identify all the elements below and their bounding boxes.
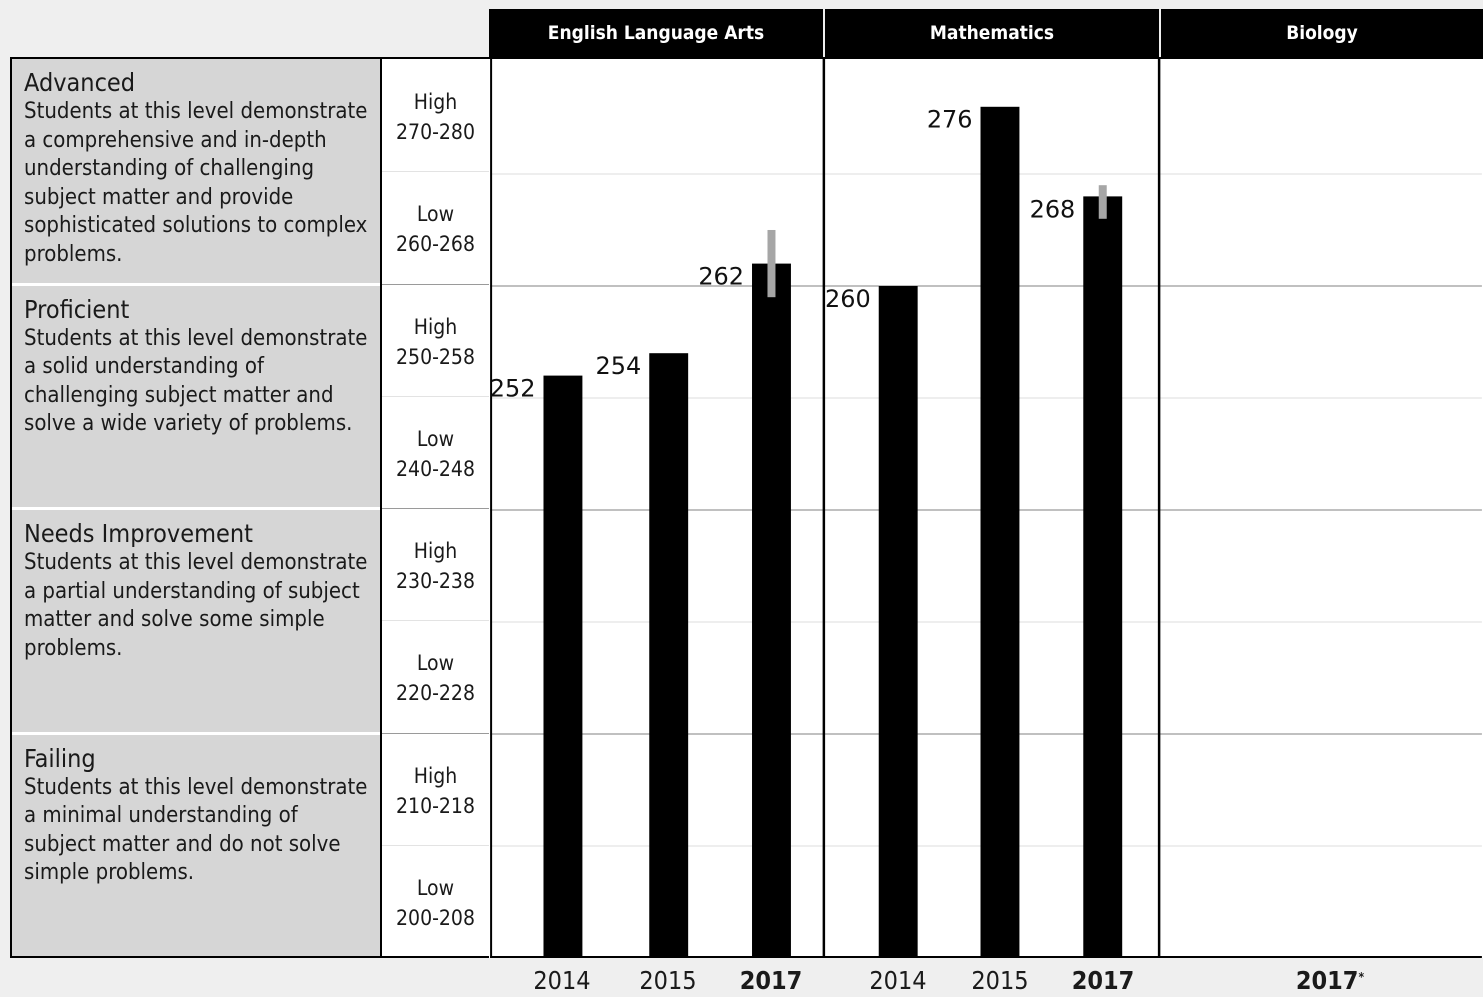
bar-english-language-arts-2015: [649, 353, 688, 958]
score-band: High 270-280: [382, 87, 489, 147]
score-band-label: Low: [382, 424, 489, 454]
achievement-level-name: Advanced: [24, 69, 372, 96]
score-band-range: 260-268: [382, 229, 489, 259]
score-band-range: 240-248: [382, 454, 489, 484]
x-tick-label-text: 2014: [533, 966, 590, 995]
x-tick-label: 2017*: [1290, 965, 1370, 997]
x-tick-label: 2017: [1063, 965, 1143, 997]
score-band: Low 260-268: [382, 199, 489, 259]
value-label: 268: [1030, 195, 1076, 223]
achievement-level-name: Needs Improvement: [24, 520, 372, 547]
score-band: Low 240-248: [382, 424, 489, 484]
score-band-range: 220-228: [382, 678, 489, 708]
x-tick-label: 2017: [731, 965, 811, 997]
score-band-range: 270-280: [382, 117, 489, 147]
score-band-label: Low: [382, 873, 489, 903]
achievement-level-name: Failing: [24, 745, 372, 772]
subject-header-english-language-arts: English Language Arts: [489, 9, 823, 57]
score-band-divider: [382, 508, 489, 509]
x-tick-label-text: 2017: [1296, 966, 1359, 995]
x-tick-label: 2015: [628, 965, 708, 997]
score-band-range: 210-218: [382, 791, 489, 821]
footnote-marker: *: [1358, 970, 1364, 984]
score-band-range: 200-208: [382, 903, 489, 933]
score-band-divider: [382, 284, 489, 285]
value-label: 276: [927, 106, 973, 134]
score-band-label: Low: [382, 648, 489, 678]
score-band: High 230-238: [382, 536, 489, 596]
score-band: Low 200-208: [382, 873, 489, 933]
error-bar: [767, 230, 775, 297]
error-bar: [1099, 185, 1107, 219]
achievement-level-proficient: Proficient Students at this level demonst…: [12, 286, 380, 439]
x-tick-label-text: 2014: [869, 966, 926, 995]
bar-mathematics-2017: [1083, 196, 1122, 958]
achievement-level-description: Students at this level demonstrate a par…: [24, 549, 372, 663]
score-band-label: High: [382, 87, 489, 117]
score-band-divider: [382, 733, 489, 734]
score-band-label: Low: [382, 199, 489, 229]
score-band-label: High: [382, 761, 489, 791]
achievement-level-advanced: Advanced Students at this level demonstra…: [12, 59, 380, 269]
achievement-level-needs-improvement: Needs Improvement Students at this level …: [12, 510, 380, 663]
score-range-column: High 270-280 Low 260-268 High 250-258 Low 240-2…: [380, 57, 489, 958]
score-band: High 210-218: [382, 761, 489, 821]
value-label: 254: [596, 352, 642, 380]
score-band-range: 230-238: [382, 566, 489, 596]
achievement-level-failing: Failing Students at this level demonstrat…: [12, 735, 380, 888]
value-label: 260: [825, 285, 871, 313]
bar-english-language-arts-2017: [752, 264, 791, 958]
level-separator: [12, 732, 380, 735]
achievement-level-name: Proficient: [24, 296, 372, 323]
score-band-label: High: [382, 536, 489, 566]
subject-header-mathematics: Mathematics: [825, 9, 1159, 57]
bar-mathematics-2014: [879, 286, 918, 958]
score-band-divider: [382, 845, 489, 846]
achievement-levels-panel: Advanced Students at this level demonstra…: [10, 57, 380, 958]
bar-mathematics-2015: [981, 107, 1020, 958]
achievement-level-description: Students at this level demonstrate a min…: [24, 774, 372, 888]
achievement-level-description: Students at this level demonstrate a com…: [24, 98, 372, 269]
score-band-divider: [382, 171, 489, 172]
score-band: Low 220-228: [382, 648, 489, 708]
x-tick-label: 2015: [960, 965, 1040, 997]
subject-header-biology: Biology: [1161, 9, 1483, 57]
score-band-range: 250-258: [382, 342, 489, 372]
x-tick-label-text: 2017: [1072, 966, 1135, 995]
bar-english-language-arts-2014: [543, 376, 582, 958]
value-label: 262: [698, 263, 744, 291]
score-band: High 250-258: [382, 312, 489, 372]
x-tick-label-text: 2015: [971, 966, 1028, 995]
chart-plot-area: 252 254 262 260 276 268: [489, 57, 1483, 958]
score-band-divider: [382, 396, 489, 397]
level-separator: [12, 507, 380, 510]
x-tick-label: 2014: [858, 965, 938, 997]
score-band-label: High: [382, 312, 489, 342]
x-tick-label-text: 2015: [639, 966, 696, 995]
value-label: 252: [490, 375, 536, 403]
x-tick-label: 2014: [522, 965, 602, 997]
level-separator: [12, 283, 380, 286]
achievement-level-description: Students at this level demonstrate a sol…: [24, 325, 372, 439]
x-tick-label-text: 2017: [740, 966, 803, 995]
score-band-divider: [382, 620, 489, 621]
